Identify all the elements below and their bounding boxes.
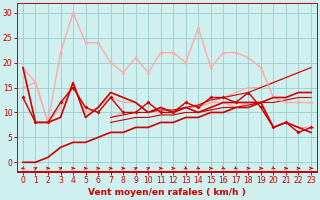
X-axis label: Vent moyen/en rafales ( km/h ): Vent moyen/en rafales ( km/h ) bbox=[88, 188, 246, 197]
